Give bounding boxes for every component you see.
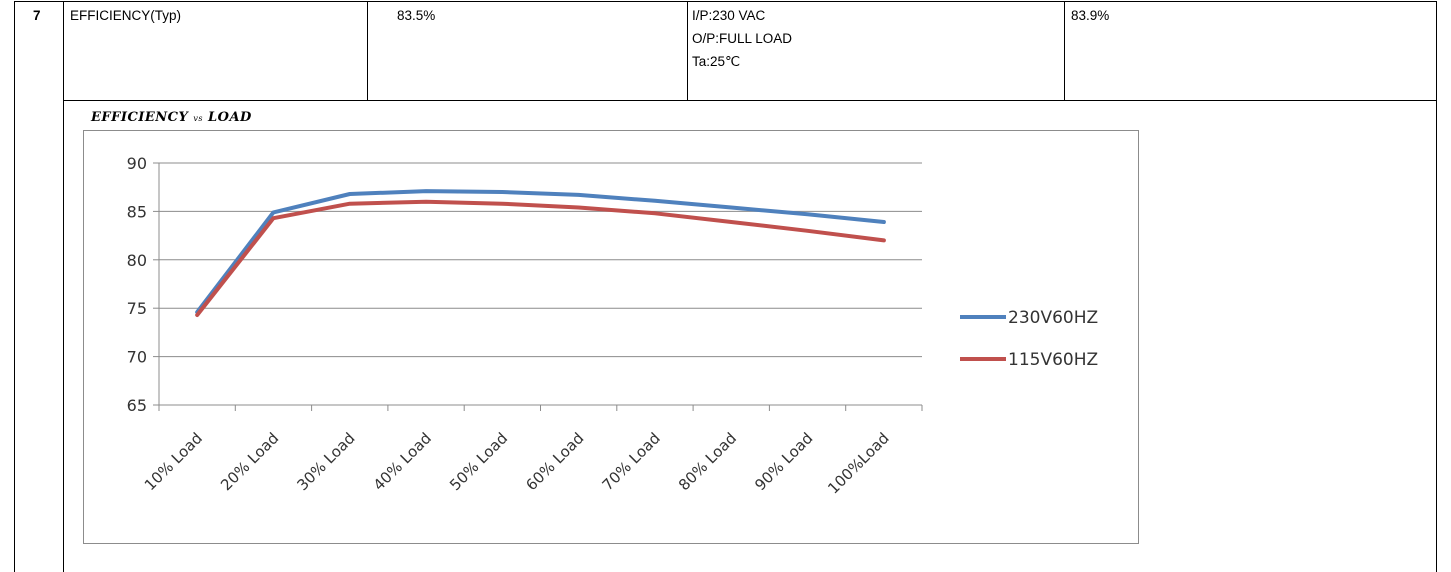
section-title-vs: vs: [193, 114, 203, 123]
data-point: [500, 202, 504, 206]
efficiency-chart: 90 85 80 75 70 65 10% Load 20% Load 30% Load 40% …: [127, 154, 1099, 498]
data-point: [348, 202, 352, 206]
chart-frame: 90 85 80 75 70 65 10% Load 20% Load 30% Load 40% …: [83, 130, 1139, 544]
x-tick-label: 20% Load: [217, 429, 282, 494]
condition-ambient: Ta:25℃: [692, 54, 741, 69]
data-point: [729, 220, 733, 224]
data-point: [271, 210, 275, 214]
series-line: [195, 199, 886, 317]
data-point: [653, 211, 657, 215]
chart-section-title: EFFICIENCY vs LOAD: [91, 110, 252, 125]
y-tick-label: 80: [127, 251, 147, 270]
y-tick-label: 85: [127, 202, 147, 221]
spec-table: [14, 1, 1437, 572]
measured-value: 83.9%: [1071, 8, 1110, 23]
x-tick-label: 80% Load: [675, 429, 740, 494]
condition-column-divider: [1064, 1, 1065, 100]
y-tick-label: 65: [127, 396, 147, 415]
number-column-divider: [63, 1, 64, 572]
x-tick-label: 40% Load: [370, 429, 435, 494]
condition-input: I/P:230 VAC: [692, 8, 766, 23]
data-point: [271, 216, 275, 220]
data-point: [577, 193, 581, 197]
data-point: [806, 229, 810, 233]
data-point: [653, 199, 657, 203]
data-point: [195, 313, 199, 317]
table-top-border: [14, 1, 1437, 2]
section-title-load: LOAD: [207, 110, 252, 125]
data-point: [577, 206, 581, 210]
data-point: [882, 220, 886, 224]
data-point: [500, 190, 504, 194]
x-tick-label: 30% Load: [293, 429, 358, 494]
data-point: [424, 200, 428, 204]
parameter-label: EFFICIENCY(Typ): [70, 8, 182, 23]
row-number: 7: [33, 8, 41, 23]
x-tick-label: 70% Load: [599, 429, 664, 494]
data-point: [348, 192, 352, 196]
typical-value: 83.5%: [397, 8, 436, 23]
x-tick-label: 100%Load: [824, 429, 893, 498]
y-tick-label: 70: [127, 348, 147, 367]
data-point: [806, 212, 810, 216]
row-divider: [63, 100, 1437, 101]
condition-output: O/P:FULL LOAD: [692, 31, 793, 46]
x-tick-label: 10% Load: [141, 429, 206, 494]
table-right-border: [1436, 1, 1437, 572]
y-tick-label: 90: [127, 154, 147, 173]
data-point: [424, 189, 428, 193]
legend-label: 115V60HZ: [1008, 350, 1098, 370]
section-title-main: EFFICIENCY: [91, 110, 189, 125]
x-tick-label: 60% Load: [522, 429, 587, 494]
data-point: [882, 238, 886, 242]
y-tick-label: 75: [127, 299, 147, 318]
table-left-border: [14, 1, 15, 572]
data-point: [729, 206, 733, 210]
x-tick-label: 50% Load: [446, 429, 511, 494]
label-column-divider: [367, 1, 368, 100]
value-column-divider: [687, 1, 688, 100]
x-tick-label: 90% Load: [751, 429, 816, 494]
legend-label: 230V60HZ: [1008, 308, 1098, 328]
series-line: [195, 189, 886, 315]
